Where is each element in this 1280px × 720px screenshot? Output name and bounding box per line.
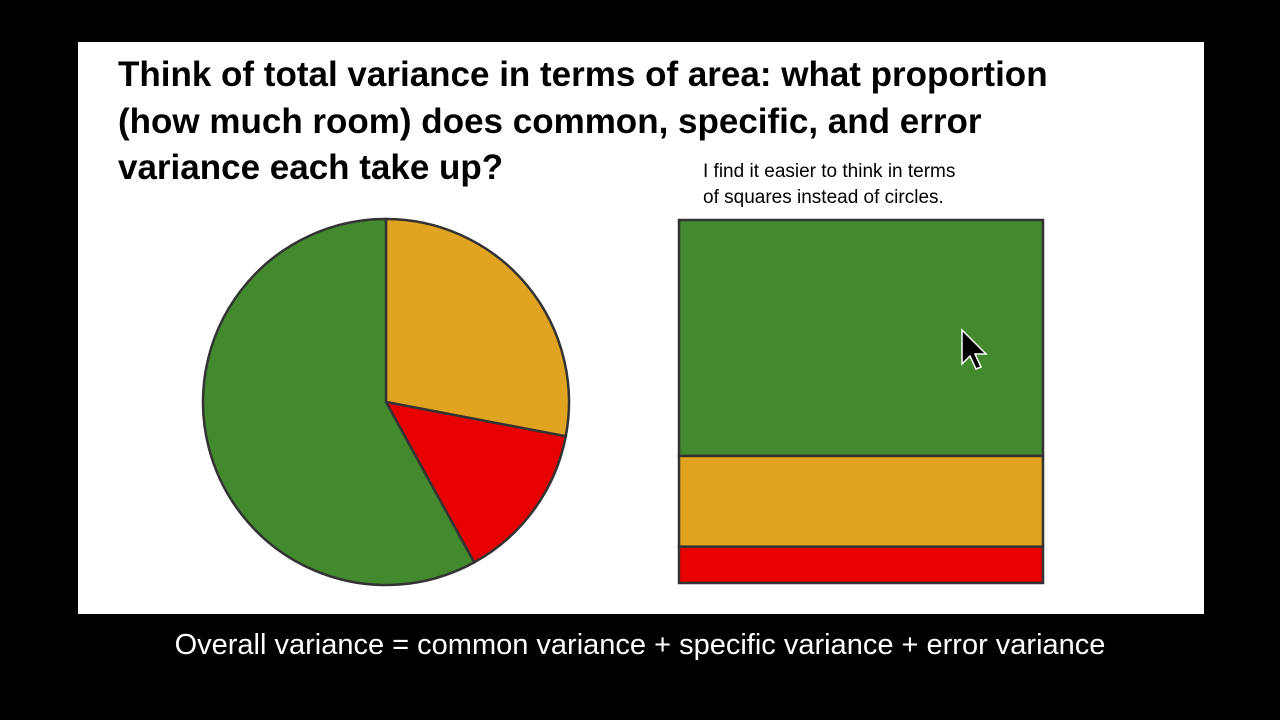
title-line: (how much room) does common, specific, a…	[118, 102, 982, 141]
note-line: I find it easier to think in terms	[703, 161, 955, 182]
pie-slice	[201, 217, 476, 587]
mouse-cursor	[961, 328, 988, 370]
square-segment	[677, 218, 1045, 458]
square-segment	[677, 545, 1045, 585]
caption-bar	[78, 614, 1204, 716]
square-chart	[677, 218, 1045, 585]
title-line: variance each take up?	[118, 148, 503, 187]
note-line: of squares instead of circles.	[703, 187, 944, 208]
pie-slice	[384, 217, 571, 438]
pie-slice	[383, 400, 568, 565]
title-line: Think of total variance in terms of area…	[118, 55, 1048, 94]
square-segment	[677, 454, 1045, 548]
pie-chart	[201, 217, 571, 587]
caption: Overall variance = common variance + spe…	[175, 629, 1106, 661]
